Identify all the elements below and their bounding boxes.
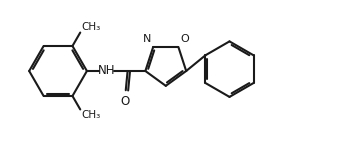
Text: N: N [143, 34, 151, 44]
Text: NH: NH [98, 64, 115, 78]
Text: O: O [120, 95, 130, 108]
Text: O: O [181, 34, 189, 44]
Text: CH₃: CH₃ [81, 110, 100, 120]
Text: CH₃: CH₃ [81, 22, 100, 32]
